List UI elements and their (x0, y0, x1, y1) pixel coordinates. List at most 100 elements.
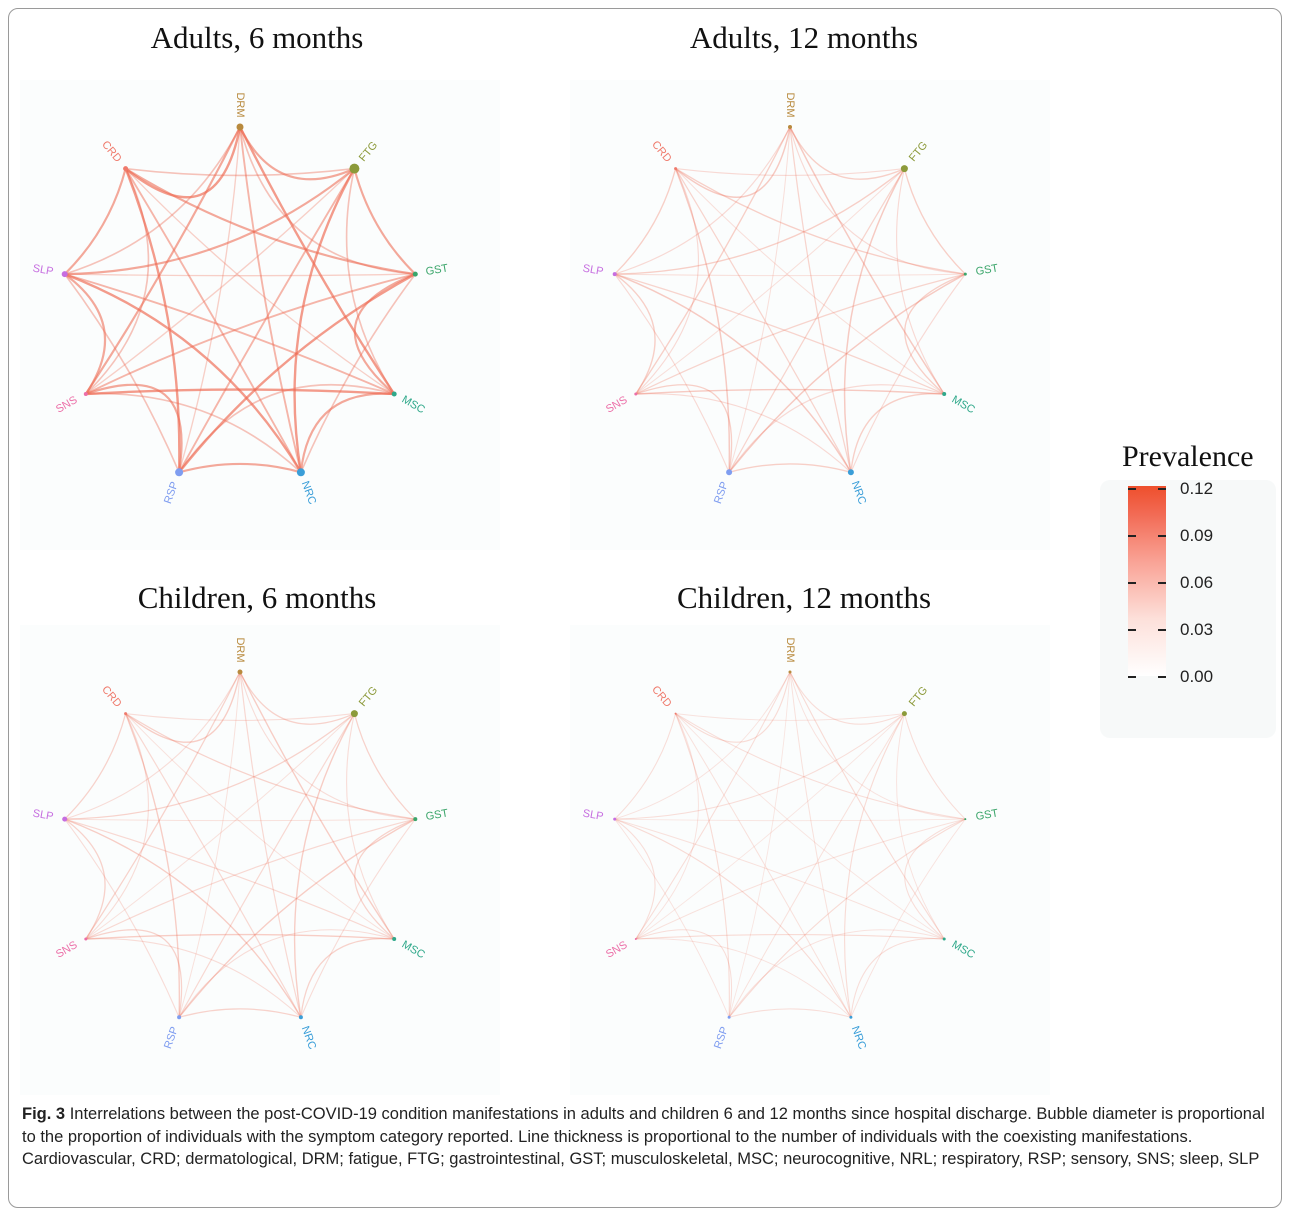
legend-tick-right (1158, 676, 1166, 678)
panel-title-children-12: Children, 12 months (676, 580, 932, 615)
edge-msc-sns (635, 388, 945, 395)
edge-rsp-crd (675, 713, 730, 1018)
edge-ftg-gst (353, 168, 417, 275)
figure-caption: Fig. 3 Interrelations between the post-C… (22, 1103, 1272, 1171)
edge-ftg-nrc (293, 168, 356, 473)
node-msc (391, 391, 397, 397)
edge-ftg-crd (675, 168, 905, 177)
legend-tick-left (1128, 629, 1136, 631)
edge-ftg-nrc (843, 168, 906, 473)
edge-gst-crd (125, 167, 416, 276)
edge-msc-rsp (728, 929, 945, 1018)
edge-drm-rsp (728, 671, 791, 1018)
edge-nrc-rsp (178, 1008, 302, 1018)
edge-ftg-rsp (728, 713, 905, 1018)
edge-ftg-msc (896, 713, 945, 940)
legend-color-bar (1128, 486, 1166, 676)
node-label-drm: DRM (234, 637, 246, 662)
edge-rsp-slp (614, 818, 730, 1018)
edge-drm-nrc (239, 126, 302, 473)
edge-drm-nrc (239, 671, 302, 1018)
edge-rsp-slp (614, 273, 730, 473)
node-ftg (350, 710, 358, 718)
edge-gst-rsp (178, 818, 416, 1018)
edge-sns-slp (614, 273, 656, 395)
edge-ftg-gst (353, 713, 416, 820)
edge-nrc-rsp (728, 463, 852, 473)
edge-ftg-crd (125, 167, 355, 177)
edge-msc-sns (635, 933, 945, 940)
legend-tick-label: 0.03 (1180, 620, 1214, 639)
node-drm (236, 123, 244, 131)
edge-slp-crd (63, 168, 127, 275)
edge-drm-crd (124, 126, 242, 199)
edge-nrc-crd (675, 713, 852, 1018)
edge-rsp-sns (635, 929, 733, 1018)
edge-msc-crd (125, 168, 395, 395)
edge-gst-sns (85, 818, 416, 940)
edge-msc-slp (64, 273, 395, 395)
edge-gst-sns (635, 818, 966, 940)
node-msc (392, 937, 397, 941)
edge-gst-msc (353, 273, 416, 395)
node-slp (62, 816, 68, 822)
edge-slp-crd (614, 168, 677, 275)
edge-nrc-rsp (728, 1008, 852, 1018)
panel-background (20, 80, 500, 550)
caption-label: Fig. 3 (22, 1105, 66, 1123)
edge-drm-msc (789, 126, 945, 395)
edge-drm-nrc (789, 126, 852, 473)
edge-sns-crd (85, 168, 150, 395)
edge-sns-crd (635, 168, 699, 395)
edge-msc-nrc (850, 938, 945, 1018)
edge-msc-rsp (178, 383, 395, 473)
edge-ftg-sns (85, 168, 355, 395)
edge-sns-slp (64, 818, 106, 940)
edge-drm-msc (239, 671, 395, 940)
edge-gst-crd (675, 168, 966, 275)
node-label-drm: DRM (784, 637, 796, 662)
node-label-gst: GST (425, 807, 450, 823)
node-crd (674, 712, 677, 715)
edge-ftg-slp (64, 167, 356, 276)
edge-ftg-slp (614, 713, 905, 820)
legend-tick-right (1158, 488, 1166, 490)
edge-slp-crd (64, 713, 127, 820)
edge-drm-ftg (789, 671, 905, 725)
node-nrc (296, 468, 305, 477)
node-label-gst: GST (975, 262, 1000, 278)
legend-background (1100, 480, 1276, 738)
panel-background (570, 625, 1050, 1095)
node-ftg (900, 165, 908, 173)
legend-tick-left (1128, 488, 1136, 490)
edge-drm-rsp (178, 671, 241, 1018)
edge-drm-crd (675, 671, 791, 743)
panel-title-adults-12: Adults, 12 months (689, 20, 919, 55)
node-label-gst: GST (425, 262, 450, 278)
edge-gst-msc (904, 818, 966, 940)
panel-background (20, 625, 500, 1095)
edge-drm-rsp (728, 126, 791, 473)
panel-background (570, 80, 1050, 550)
edge-ftg-msc (346, 713, 395, 940)
edge-msc-slp (64, 818, 395, 940)
node-rsp (726, 469, 733, 476)
edge-gst-slp (64, 818, 416, 822)
edge-msc-nrc (300, 938, 395, 1018)
edge-ftg-rsp (728, 168, 905, 473)
edge-drm-rsp (178, 126, 241, 473)
edge-ftg-msc (345, 168, 395, 395)
node-drm (788, 670, 792, 674)
edge-ftg-nrc (844, 713, 905, 1018)
edge-msc-crd (675, 713, 945, 940)
edge-nrc-crd (125, 713, 302, 1018)
panel-title-children-6: Children, 6 months (137, 580, 377, 615)
edge-drm-slp (614, 126, 791, 275)
edge-gst-rsp (728, 818, 966, 1018)
node-gst (412, 271, 418, 277)
node-crd (123, 166, 129, 172)
edge-nrc-slp (64, 818, 302, 1018)
node-gst (963, 272, 967, 276)
legend-title: Prevalence (1122, 440, 1254, 473)
